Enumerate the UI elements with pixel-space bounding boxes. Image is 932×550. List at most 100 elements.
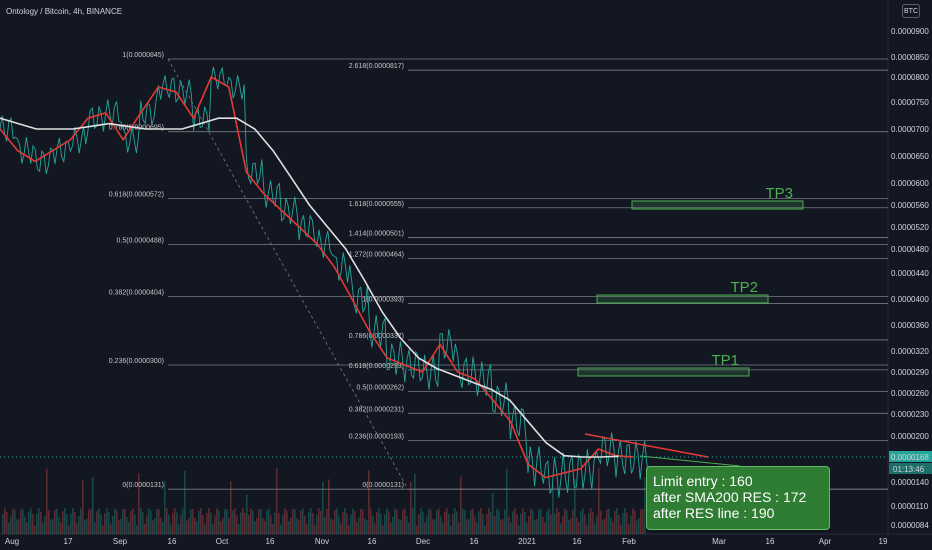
volume-bar [406,516,408,534]
volume-bar [362,509,364,534]
price-tick-label: 0.0000230 [891,410,929,419]
volume-bar [152,520,154,534]
volume-bar [10,516,12,534]
volume-bar [558,512,560,534]
volume-bar [290,517,292,534]
volume-bar [336,508,338,534]
currency-button[interactable]: BTC [902,4,920,18]
volume-bar [100,514,102,534]
callout-line-1: Limit entry : 160 [653,473,753,489]
volume-bar [440,516,442,534]
volume-bar [252,510,254,534]
volume-bar [566,510,568,534]
volume-bar [302,508,304,534]
volume-bar [568,520,570,534]
volume-bar [80,508,82,534]
current-price-label: 0.0000168 [891,453,929,462]
countdown-badge [889,463,932,474]
volume-bar [176,512,178,534]
volume-bar [276,468,278,534]
volume-bar [6,511,8,534]
volume-bar [314,524,316,534]
volume-bar [184,470,186,534]
volume-bar [186,520,188,534]
volume-bar [104,513,106,534]
volume-bar [14,509,16,534]
volume-bar [508,516,510,534]
volume-bar [580,511,582,534]
volume-bar [512,511,514,534]
volume-bar [486,513,488,534]
volume-bar [438,508,440,534]
volume-bar [120,518,122,534]
volume-bar [28,511,30,534]
volume-bar [154,518,156,534]
price-tick-label: 0.0000140 [891,478,929,487]
fib-level-label: 1.414(0.0000501) [349,230,404,237]
volume-bar [58,516,60,534]
volume-bar [180,515,182,534]
volume-bar [374,523,376,534]
volume-bar [142,512,144,534]
volume-bar [462,508,464,534]
target-label: TP2 [730,279,758,296]
volume-bar [232,510,234,534]
volume-bar [112,515,114,534]
volume-bar [324,517,326,534]
volume-bar [110,523,112,534]
volume-bar [198,510,200,534]
volume-bar [114,508,116,534]
volume-bar [514,508,516,534]
volume-bar [596,515,598,534]
volume-bar [194,517,196,534]
volume-bar [352,508,354,534]
volume-bar [550,514,552,534]
volume-bar [516,514,518,534]
volume-bar [464,509,466,534]
volume-bar [228,517,230,534]
price-tick-label: 0.0000900 [891,27,929,36]
volume-bar [48,510,50,534]
volume-bar [138,473,140,534]
fib-trend-line [167,58,409,490]
volume-bar [140,508,142,534]
volume-bar [346,513,348,534]
volume-bar [308,512,310,534]
volume-bar [34,525,36,534]
volume-bar [68,525,70,534]
volume-bar [638,518,640,534]
volume-bar [130,511,132,534]
volume-bar [128,521,130,534]
volume-bar [42,522,44,534]
volume-bar [592,512,594,534]
volume-bar [546,511,548,534]
volume-bar [372,515,374,534]
volume-bar [504,509,506,534]
price-tick-label: 0.0000650 [891,152,929,161]
volume-bar [398,519,400,534]
volume-bar [118,520,120,534]
volume-bar [62,511,64,534]
time-tick-label: Dec [416,537,430,546]
volume-bar [134,514,136,534]
volume-bar [78,516,80,534]
volume-bar [520,513,522,534]
volume-bar [26,522,28,534]
volume-bar [188,518,190,534]
volume-bar [64,508,66,534]
volume-bar [412,508,414,534]
volume-bar [590,508,592,534]
volume-bar [96,511,98,534]
volume-bar [632,508,634,534]
volume-bar [196,521,198,534]
volume-bar [588,513,590,534]
volume-bar [310,508,312,534]
volume-bar [528,516,530,534]
volume-bar [420,508,422,534]
fib-level-label: 0.618(0.0000572) [109,191,164,198]
volume-bar [234,508,236,534]
volume-bar [424,522,426,534]
target-box [577,367,750,377]
volume-bar [288,521,290,534]
